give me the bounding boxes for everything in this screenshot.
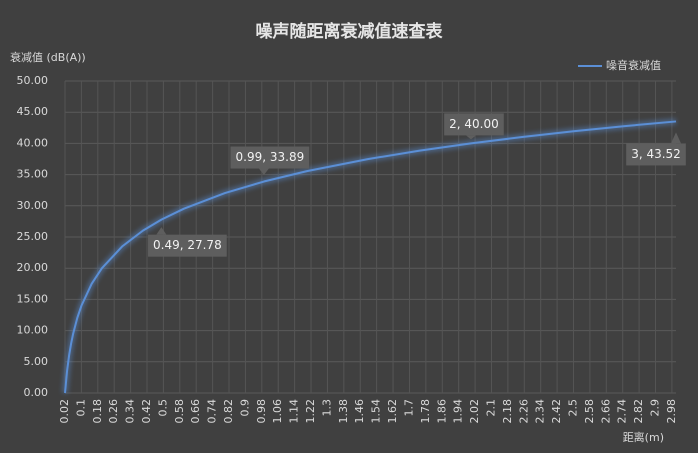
x-tick-label: 0.82: [222, 399, 235, 424]
x-tick-label: 2.02: [468, 399, 481, 424]
legend-label: 噪音衰减值: [606, 58, 661, 72]
line: [64, 120, 677, 394]
x-tick-label: 1.14: [288, 399, 301, 424]
y-tick-label: 25.00: [17, 230, 49, 243]
x-tick-label: 1.78: [419, 399, 432, 424]
data-label-box: [626, 143, 686, 166]
x-tick-label: 1.62: [386, 399, 399, 424]
data-label-box: [444, 113, 504, 136]
data-label-pointer: [258, 168, 269, 176]
y-tick-label: 30.00: [17, 199, 49, 212]
x-tick-label: 2.42: [550, 399, 563, 424]
data-label: 0.49, 27.78: [153, 238, 222, 252]
x-tick-label: 2.5: [566, 399, 579, 417]
y-tick-label: 35.00: [17, 168, 49, 181]
x-tick-label: 0.58: [173, 399, 186, 424]
x-tick-label: 2.34: [534, 399, 547, 424]
x-tick-label: 0.66: [189, 399, 202, 424]
x-tick-label: 0.26: [107, 399, 120, 424]
x-tick-label: 1.46: [353, 399, 366, 424]
y-tick-label: 50.00: [17, 74, 49, 87]
x-tick-label: 2.9: [648, 399, 661, 417]
y-tick-label: 10.00: [17, 324, 49, 337]
x-tick-label: 0.98: [255, 399, 268, 424]
x-tick-label: 0.34: [124, 399, 137, 424]
x-tick-label: 2.66: [599, 399, 612, 424]
y-tick-label: 20.00: [17, 261, 49, 274]
y-axis-label: 衰减值 (dB(A)): [10, 50, 86, 64]
x-tick-label: 1.06: [271, 399, 284, 424]
x-tick-label: 0.02: [58, 399, 71, 424]
x-tick-label: 2.1: [484, 399, 497, 417]
x-tick-label: 2.58: [583, 399, 596, 424]
x-tick-label: 0.9: [238, 399, 251, 417]
data-label-pointer: [156, 227, 167, 235]
y-tick-label: 5.00: [24, 355, 49, 368]
x-tick-label: 1.86: [435, 399, 448, 424]
x-tick-label: 0.5: [156, 399, 169, 417]
data-label: 3, 43.52: [631, 147, 681, 161]
y-tick-label: 0.00: [24, 386, 49, 399]
data-label-pointer: [465, 135, 476, 140]
data-label-pointer: [671, 132, 681, 144]
y-tick-label: 40.00: [17, 136, 49, 149]
x-tick-label: 0.74: [206, 399, 219, 424]
x-tick-label: 2.26: [517, 399, 530, 424]
x-tick-label: 1.3: [320, 399, 333, 417]
x-tick-label: 0.18: [91, 399, 104, 424]
x-tick-label: 1.54: [370, 399, 383, 424]
x-tick-label: 2.18: [501, 399, 514, 424]
chart-title: 噪声随距离衰减值速查表: [256, 21, 444, 42]
y-tick-label: 45.00: [17, 105, 49, 118]
x-axis-label: 距离(m): [623, 430, 664, 444]
x-tick-label: 0.42: [140, 399, 153, 424]
x-tick-label: 1.22: [304, 399, 317, 424]
data-label-box: [148, 234, 227, 257]
data-label: 2, 40.00: [449, 117, 499, 131]
data-label: 0.99, 33.89: [236, 150, 305, 164]
x-tick-label: 1.94: [452, 399, 465, 424]
x-tick-label: 2.82: [632, 399, 645, 424]
data-label-box: [230, 146, 310, 169]
x-tick-label: 2.74: [616, 399, 629, 424]
y-tick-label: 15.00: [17, 292, 49, 305]
x-tick-label: 2.98: [665, 399, 678, 424]
x-tick-label: 1.38: [337, 399, 350, 424]
x-tick-label: 1.7: [402, 399, 415, 417]
x-tick-label: 0.1: [74, 399, 87, 417]
